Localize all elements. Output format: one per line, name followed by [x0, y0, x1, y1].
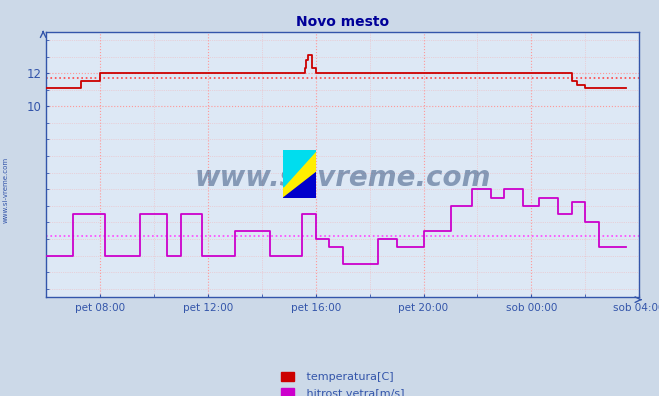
- Legend:  temperatura[C],  hitrost vetra[m/s]: temperatura[C], hitrost vetra[m/s]: [276, 367, 409, 396]
- Text: www.si-vreme.com: www.si-vreme.com: [194, 164, 491, 192]
- Text: www.si-vreme.com: www.si-vreme.com: [2, 157, 9, 223]
- Polygon shape: [283, 172, 316, 198]
- Title: Novo mesto: Novo mesto: [296, 15, 389, 29]
- Polygon shape: [283, 150, 316, 187]
